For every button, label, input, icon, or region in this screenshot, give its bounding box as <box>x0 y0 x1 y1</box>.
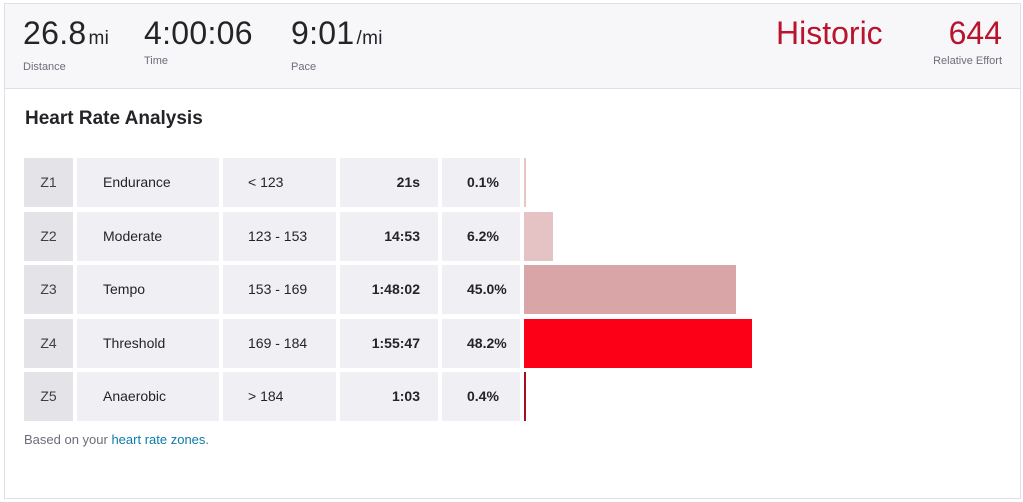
zone-row: Z3 Tempo 153 - 169 1:48:02 45.0% <box>24 265 1023 314</box>
zone-range: 153 - 169 <box>223 265 336 314</box>
zone-range: > 184 <box>223 372 336 421</box>
zone-bar <box>524 319 752 368</box>
zone-range: < 123 <box>223 158 336 207</box>
pace-value: 9:01 <box>291 15 355 51</box>
zone-id: Z4 <box>24 319 73 368</box>
footnote-suffix: . <box>205 432 210 447</box>
footnote-prefix: Based on your <box>24 432 112 447</box>
zone-time: 1:48:02 <box>340 265 438 314</box>
zone-id: Z1 <box>24 158 73 207</box>
zone-row: Z5 Anaerobic > 184 1:03 0.4% <box>24 372 1023 421</box>
zone-bar <box>524 158 526 207</box>
historic-label: Historic <box>776 15 883 51</box>
pace-label: Pace <box>291 61 317 73</box>
pace-value-line: 9:01/mi <box>291 16 383 56</box>
distance-value-line: 26.8 mi <box>23 16 109 56</box>
zone-id: Z2 <box>24 212 73 261</box>
pace-stat: 9:01/mi Pace <box>291 16 383 73</box>
distance-value: 26.8 <box>23 15 87 51</box>
zone-percent: 48.2% <box>442 319 520 368</box>
zone-percent: 45.0% <box>442 265 520 314</box>
relative-effort-stat[interactable]: 644 Relative Effort <box>933 16 1002 67</box>
zone-name: Tempo <box>77 265 219 314</box>
relative-effort-value: 644 <box>948 15 1002 51</box>
zone-time: 1:55:47 <box>340 319 438 368</box>
zone-bar <box>524 265 737 314</box>
zone-id: Z3 <box>24 265 73 314</box>
activity-card: 26.8 mi Distance 4:00:06 Time 9:01/mi Pac… <box>4 3 1021 499</box>
distance-unit: mi <box>88 28 110 49</box>
zone-bar <box>524 372 526 421</box>
footnote: Based on your heart rate zones. <box>24 432 209 447</box>
time-label: Time <box>144 55 169 67</box>
zone-row: Z1 Endurance < 123 21s 0.1% <box>24 158 1023 207</box>
distance-stat: 26.8 mi Distance <box>23 16 109 73</box>
zone-id: Z5 <box>24 372 73 421</box>
pace-unit: /mi <box>356 28 383 49</box>
zone-time: 21s <box>340 158 438 207</box>
zone-row: Z2 Moderate 123 - 153 14:53 6.2% <box>24 212 1023 261</box>
zone-time: 1:03 <box>340 372 438 421</box>
zone-range: 123 - 153 <box>223 212 336 261</box>
zone-percent: 6.2% <box>442 212 520 261</box>
zone-range: 169 - 184 <box>223 319 336 368</box>
zone-row: Z4 Threshold 169 - 184 1:55:47 48.2% <box>24 319 1023 368</box>
time-stat: 4:00:06 Time <box>144 16 253 67</box>
distance-label: Distance <box>23 61 66 73</box>
section-title: Heart Rate Analysis <box>25 108 203 129</box>
zone-name: Moderate <box>77 212 219 261</box>
zone-name: Threshold <box>77 319 219 368</box>
heart-rate-zones-link[interactable]: heart rate zones <box>111 432 206 447</box>
zone-bar <box>524 212 554 261</box>
zone-percent: 0.4% <box>442 372 520 421</box>
zone-name: Anaerobic <box>77 372 219 421</box>
zone-name: Endurance <box>77 158 219 207</box>
time-value: 4:00:06 <box>144 15 253 51</box>
stats-header: 26.8 mi Distance 4:00:06 Time 9:01/mi Pac… <box>5 4 1020 89</box>
relative-effort-label: Relative Effort <box>933 55 1002 67</box>
zone-time: 14:53 <box>340 212 438 261</box>
zone-percent: 0.1% <box>442 158 520 207</box>
